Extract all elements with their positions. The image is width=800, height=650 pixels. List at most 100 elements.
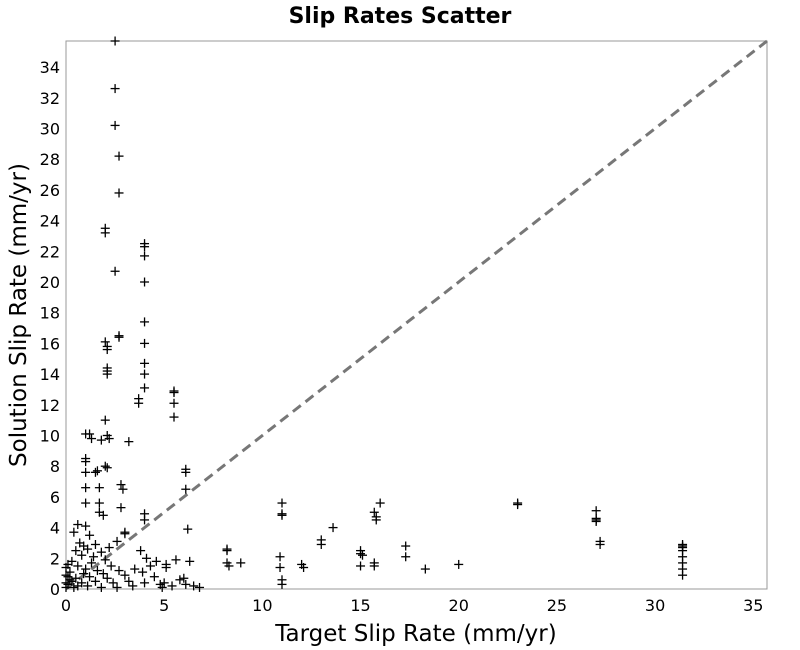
data-point xyxy=(96,435,106,445)
data-point xyxy=(275,552,285,562)
data-point xyxy=(102,345,112,355)
data-point xyxy=(277,498,287,508)
data-point xyxy=(138,567,148,577)
data-point xyxy=(167,581,177,591)
data-point xyxy=(114,332,124,342)
data-point xyxy=(140,578,150,588)
data-point xyxy=(420,564,430,574)
data-point xyxy=(454,559,464,569)
data-point xyxy=(100,555,110,565)
data-point xyxy=(100,415,110,425)
reference-line xyxy=(65,39,768,591)
data-point xyxy=(171,555,181,565)
data-point xyxy=(678,570,688,580)
data-point xyxy=(116,480,126,490)
x-tick-label: 30 xyxy=(645,596,665,615)
data-point xyxy=(94,483,104,493)
data-point xyxy=(169,412,179,422)
data-point xyxy=(77,550,87,560)
data-point xyxy=(118,484,128,494)
data-point xyxy=(130,564,140,574)
data-point xyxy=(81,521,91,531)
data-point xyxy=(277,510,287,520)
data-point xyxy=(81,467,91,477)
data-point xyxy=(369,507,379,517)
x-axis-ticks: 0 5 10 15 20 25 30 35 xyxy=(61,596,764,615)
y-tick-label: 20 xyxy=(40,273,60,292)
x-tick-label: 25 xyxy=(547,596,567,615)
data-point xyxy=(100,337,110,347)
reference-line-group xyxy=(65,39,768,591)
data-point xyxy=(83,581,93,591)
data-point xyxy=(136,546,146,556)
data-point xyxy=(79,569,89,579)
data-point xyxy=(401,541,411,551)
data-point xyxy=(90,539,100,549)
data-point xyxy=(112,582,122,592)
data-point xyxy=(124,437,134,447)
y-tick-label: 14 xyxy=(40,365,60,384)
data-point xyxy=(116,503,126,513)
data-point xyxy=(356,561,366,571)
data-point xyxy=(140,317,150,327)
x-tick-label: 35 xyxy=(743,596,763,615)
data-point xyxy=(316,539,326,549)
data-point xyxy=(108,578,118,588)
data-point xyxy=(110,266,120,276)
data-point xyxy=(110,84,120,94)
data-point xyxy=(140,277,150,287)
y-tick-label: 16 xyxy=(40,334,60,353)
data-point xyxy=(369,561,379,571)
data-point xyxy=(104,434,114,444)
data-point xyxy=(102,573,112,583)
data-point xyxy=(159,578,169,588)
x-axis-title: Target Slip Rate (mm/yr) xyxy=(274,621,556,647)
data-point xyxy=(100,461,110,471)
data-point xyxy=(124,576,134,586)
data-point xyxy=(513,500,523,510)
data-point xyxy=(140,338,150,348)
data-point xyxy=(161,563,171,573)
data-point xyxy=(96,547,106,557)
data-point xyxy=(169,388,179,398)
data-point xyxy=(179,573,189,583)
data-point xyxy=(140,251,150,261)
data-point xyxy=(102,463,112,473)
data-point xyxy=(61,570,71,580)
data-point xyxy=(114,151,124,161)
data-point xyxy=(595,539,605,549)
data-point xyxy=(140,383,150,393)
y-tick-label: 26 xyxy=(40,181,60,200)
data-point xyxy=(134,398,144,408)
data-point xyxy=(102,369,112,379)
data-point xyxy=(112,536,122,546)
data-point xyxy=(401,552,411,562)
data-point xyxy=(73,581,83,591)
data-point xyxy=(120,570,130,580)
data-point xyxy=(183,524,193,534)
x-tick-label: 0 xyxy=(61,596,71,615)
data-point xyxy=(83,544,93,554)
data-point xyxy=(104,543,114,553)
y-tick-label: 12 xyxy=(40,396,60,415)
data-point xyxy=(94,498,104,508)
data-point xyxy=(371,515,381,525)
data-point xyxy=(222,546,232,556)
data-point xyxy=(81,457,91,467)
data-point xyxy=(63,559,73,569)
data-point xyxy=(71,546,81,556)
data-point xyxy=(277,579,287,589)
y-tick-label: 8 xyxy=(50,457,60,476)
data-point xyxy=(189,581,199,591)
data-point xyxy=(120,529,130,539)
data-point xyxy=(81,483,91,493)
data-point xyxy=(92,466,102,476)
data-point xyxy=(140,358,150,368)
data-point xyxy=(69,527,79,537)
y-tick-label: 28 xyxy=(40,150,60,169)
y-tick-label: 6 xyxy=(50,488,60,507)
data-point xyxy=(591,516,601,526)
